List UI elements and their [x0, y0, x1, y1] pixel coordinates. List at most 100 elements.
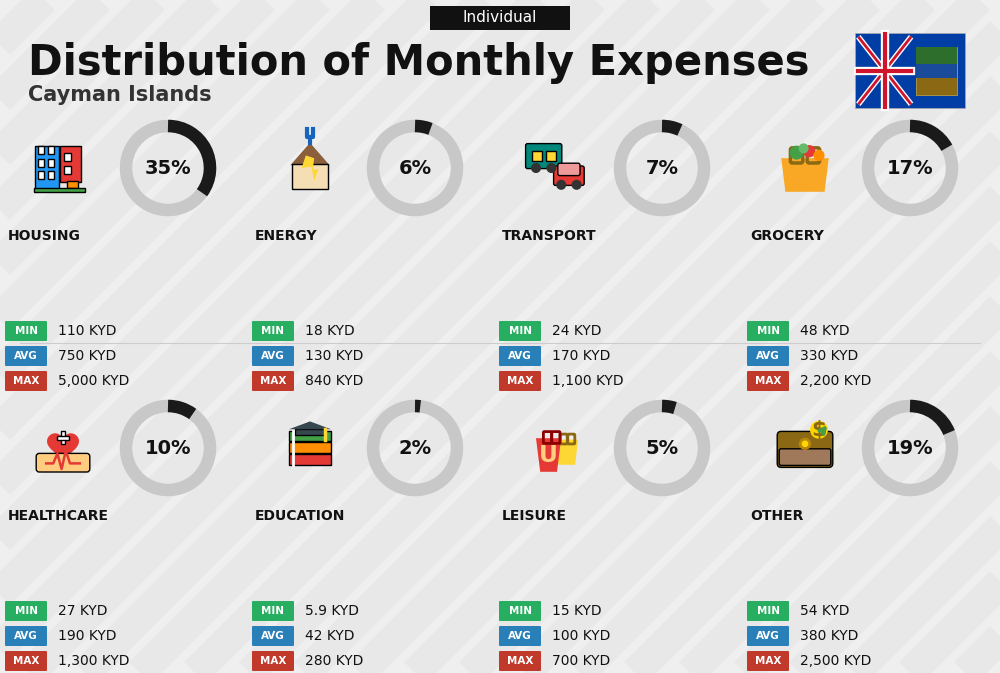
- FancyBboxPatch shape: [295, 429, 325, 435]
- FancyBboxPatch shape: [499, 651, 541, 671]
- FancyBboxPatch shape: [61, 431, 65, 444]
- FancyBboxPatch shape: [747, 626, 789, 646]
- Polygon shape: [289, 421, 331, 429]
- Text: 35%: 35%: [145, 159, 191, 178]
- FancyBboxPatch shape: [747, 601, 789, 621]
- Text: MIN: MIN: [757, 606, 780, 616]
- FancyBboxPatch shape: [252, 321, 294, 341]
- Text: MAX: MAX: [507, 656, 533, 666]
- Text: 2,200 KYD: 2,200 KYD: [800, 374, 871, 388]
- Circle shape: [799, 437, 811, 450]
- Text: AVG: AVG: [508, 351, 532, 361]
- FancyBboxPatch shape: [747, 346, 789, 366]
- Text: 24 KYD: 24 KYD: [552, 324, 602, 338]
- Circle shape: [802, 440, 808, 447]
- Text: U: U: [539, 444, 558, 466]
- FancyBboxPatch shape: [499, 371, 541, 391]
- Text: 750 KYD: 750 KYD: [58, 349, 116, 363]
- FancyBboxPatch shape: [35, 145, 59, 190]
- Text: 190 KYD: 190 KYD: [58, 629, 116, 643]
- FancyBboxPatch shape: [292, 164, 328, 189]
- Text: EDUCATION: EDUCATION: [255, 509, 345, 523]
- FancyBboxPatch shape: [34, 188, 85, 192]
- Text: 7%: 7%: [646, 159, 678, 178]
- Text: 48 KYD: 48 KYD: [800, 324, 850, 338]
- Text: AVG: AVG: [756, 351, 780, 361]
- Text: MAX: MAX: [260, 656, 286, 666]
- Text: 700 KYD: 700 KYD: [552, 654, 610, 668]
- Text: 130 KYD: 130 KYD: [305, 349, 363, 363]
- FancyBboxPatch shape: [499, 626, 541, 646]
- Text: 27 KYD: 27 KYD: [58, 604, 108, 618]
- Text: AVG: AVG: [14, 631, 38, 641]
- Text: MAX: MAX: [755, 376, 781, 386]
- Polygon shape: [302, 155, 318, 180]
- FancyBboxPatch shape: [48, 159, 54, 167]
- Text: 15 KYD: 15 KYD: [552, 604, 602, 618]
- FancyBboxPatch shape: [747, 321, 789, 341]
- FancyBboxPatch shape: [289, 442, 331, 453]
- Circle shape: [531, 163, 541, 173]
- FancyBboxPatch shape: [855, 33, 965, 108]
- FancyBboxPatch shape: [5, 651, 47, 671]
- Text: 2%: 2%: [398, 439, 432, 458]
- FancyBboxPatch shape: [916, 63, 957, 78]
- FancyBboxPatch shape: [5, 321, 47, 341]
- FancyBboxPatch shape: [38, 146, 44, 154]
- FancyBboxPatch shape: [554, 166, 584, 185]
- Circle shape: [556, 180, 566, 190]
- Text: MIN: MIN: [262, 606, 285, 616]
- FancyBboxPatch shape: [252, 346, 294, 366]
- Text: HEALTHCARE: HEALTHCARE: [8, 509, 109, 523]
- FancyBboxPatch shape: [38, 172, 44, 179]
- Text: AVG: AVG: [508, 631, 532, 641]
- FancyBboxPatch shape: [526, 143, 562, 169]
- Text: 330 KYD: 330 KYD: [800, 349, 858, 363]
- FancyBboxPatch shape: [747, 651, 789, 671]
- Polygon shape: [781, 158, 829, 192]
- Text: Distribution of Monthly Expenses: Distribution of Monthly Expenses: [28, 42, 810, 84]
- FancyBboxPatch shape: [747, 371, 789, 391]
- Text: Cayman Islands: Cayman Islands: [28, 85, 212, 105]
- Polygon shape: [556, 439, 578, 465]
- FancyBboxPatch shape: [60, 145, 81, 182]
- Circle shape: [799, 143, 809, 153]
- FancyBboxPatch shape: [64, 166, 71, 174]
- FancyBboxPatch shape: [5, 626, 47, 646]
- Text: ENERGY: ENERGY: [255, 229, 318, 243]
- Text: MIN: MIN: [14, 326, 38, 336]
- Text: MIN: MIN: [509, 606, 532, 616]
- Text: 17%: 17%: [887, 159, 933, 178]
- FancyBboxPatch shape: [558, 163, 580, 176]
- FancyBboxPatch shape: [916, 46, 957, 96]
- FancyBboxPatch shape: [252, 371, 294, 391]
- Text: LEISURE: LEISURE: [502, 509, 567, 523]
- Text: MAX: MAX: [260, 376, 286, 386]
- Text: MIN: MIN: [14, 606, 38, 616]
- Circle shape: [572, 180, 582, 190]
- Text: 10%: 10%: [145, 439, 191, 458]
- Circle shape: [813, 150, 825, 161]
- Text: 5,000 KYD: 5,000 KYD: [58, 374, 129, 388]
- FancyBboxPatch shape: [64, 153, 71, 161]
- Text: 110 KYD: 110 KYD: [58, 324, 116, 338]
- Text: 5.9 KYD: 5.9 KYD: [305, 604, 359, 618]
- Circle shape: [790, 145, 804, 160]
- FancyBboxPatch shape: [48, 146, 54, 154]
- FancyBboxPatch shape: [916, 46, 957, 63]
- FancyBboxPatch shape: [67, 180, 78, 188]
- Circle shape: [803, 145, 815, 157]
- Text: 2,500 KYD: 2,500 KYD: [800, 654, 871, 668]
- Text: MIN: MIN: [509, 326, 532, 336]
- FancyBboxPatch shape: [499, 601, 541, 621]
- FancyBboxPatch shape: [532, 151, 542, 161]
- Text: 840 KYD: 840 KYD: [305, 374, 363, 388]
- Text: 1,100 KYD: 1,100 KYD: [552, 374, 624, 388]
- FancyBboxPatch shape: [252, 601, 294, 621]
- Circle shape: [810, 421, 828, 439]
- Text: 18 KYD: 18 KYD: [305, 324, 355, 338]
- FancyBboxPatch shape: [252, 626, 294, 646]
- FancyBboxPatch shape: [252, 651, 294, 671]
- Polygon shape: [290, 143, 330, 165]
- Text: MIN: MIN: [757, 326, 780, 336]
